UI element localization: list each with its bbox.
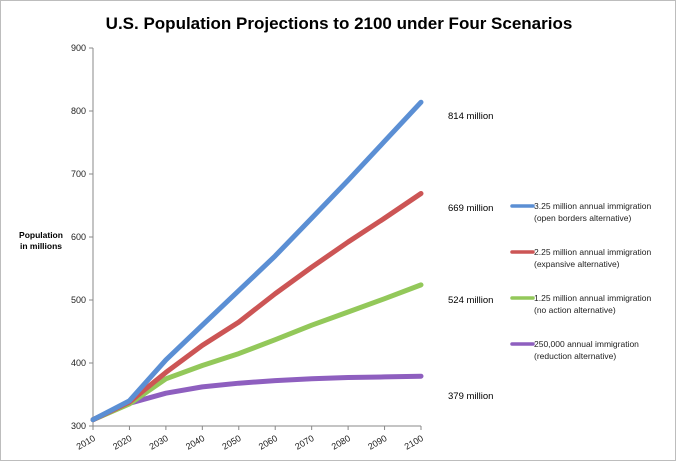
y-tick-label: 700 bbox=[71, 169, 86, 179]
legend-label: 3.25 million annual immigration bbox=[534, 201, 651, 211]
series-line-0 bbox=[90, 99, 424, 423]
y-tick-label: 300 bbox=[71, 421, 86, 431]
x-tick-label: 2050 bbox=[220, 433, 242, 452]
end-value-label: 379 million bbox=[448, 391, 493, 402]
y-axis-label-line1: Population bbox=[19, 230, 63, 240]
x-tick-label: 2010 bbox=[75, 433, 97, 452]
y-tick-label: 600 bbox=[71, 232, 86, 242]
x-tick-label: 2060 bbox=[257, 433, 279, 452]
series-line-1 bbox=[90, 191, 424, 423]
series-line-3 bbox=[90, 373, 424, 423]
x-tick-label: 2090 bbox=[366, 433, 388, 452]
end-value-label: 814 million bbox=[448, 111, 493, 122]
x-tick-label: 2040 bbox=[184, 433, 206, 452]
x-tick-label: 2080 bbox=[330, 433, 352, 452]
legend-sublabel: (expansive alternative) bbox=[534, 259, 620, 269]
x-tick-label: 2020 bbox=[111, 433, 133, 452]
y-tick-label: 400 bbox=[71, 358, 86, 368]
x-tick-label: 2100 bbox=[403, 433, 425, 452]
legend-sublabel: (open borders alternative) bbox=[534, 213, 632, 223]
y-tick-label: 900 bbox=[71, 43, 86, 53]
series-line-2 bbox=[90, 282, 424, 423]
x-tick-label: 2070 bbox=[293, 433, 315, 452]
chart-title: U.S. Population Projections to 2100 unde… bbox=[106, 14, 573, 33]
end-value-label: 669 million bbox=[448, 203, 493, 214]
y-tick-label: 800 bbox=[71, 106, 86, 116]
legend-sublabel: (reduction alternative) bbox=[534, 351, 616, 361]
legend-label: 1.25 million annual immigration bbox=[534, 293, 651, 303]
end-value-label: 524 million bbox=[448, 295, 493, 306]
y-tick-label: 500 bbox=[71, 295, 86, 305]
legend-sublabel: (no action alternative) bbox=[534, 305, 616, 315]
y-axis-label-line2: in millions bbox=[20, 241, 62, 251]
legend-label: 250,000 annual immigration bbox=[534, 339, 639, 349]
x-tick-label: 2030 bbox=[148, 433, 170, 452]
legend-label: 2.25 million annual immigration bbox=[534, 247, 651, 257]
